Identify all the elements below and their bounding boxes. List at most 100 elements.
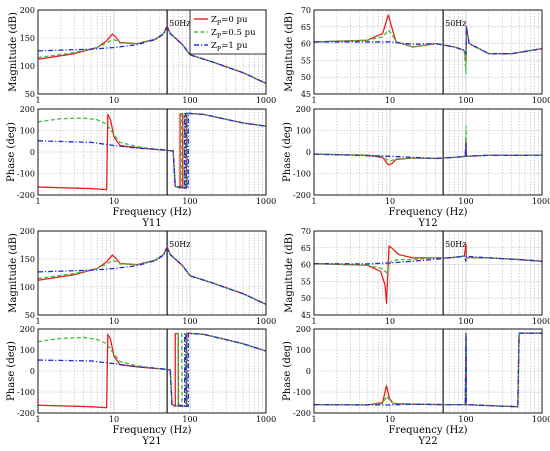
x-tick-label: 1000	[256, 197, 276, 206]
legend-label-rest: =0.5 pu	[221, 28, 256, 38]
x-tick-label: 1	[35, 96, 40, 105]
legend-label-sub: P	[217, 19, 222, 27]
x-tick-label: 100	[182, 415, 197, 424]
series-group	[314, 332, 542, 408]
y-tick-label: 0	[30, 367, 35, 376]
x-tick-label: 1	[311, 317, 316, 326]
phase-axis-label: Phase (deg)	[282, 122, 293, 182]
series-line-2	[38, 332, 266, 407]
y-tick-label: -200	[293, 409, 311, 418]
axes-frame	[313, 328, 543, 414]
y-tick-label: -200	[17, 191, 35, 200]
x-tick-label: 10	[385, 415, 395, 424]
legend-label-rest: =1 pu	[221, 41, 248, 51]
legend-label-sub: P	[217, 45, 222, 53]
frequency-axis-label: Frequency (Hz)	[388, 425, 467, 436]
series-group	[314, 243, 542, 304]
axes-frame	[37, 108, 267, 196]
legend-label-main: Z	[211, 28, 217, 38]
series-group	[38, 25, 266, 84]
frequency-axis-label: Frequency (Hz)	[112, 425, 191, 436]
y-tick-label: -100	[17, 388, 35, 397]
y-tick-label: 60	[301, 40, 311, 49]
series-line-2	[38, 112, 266, 189]
y-tick-label: 55	[301, 56, 311, 65]
panel-title: Y21	[141, 436, 161, 447]
series-line-2	[314, 332, 542, 408]
y-tick-label: 100	[20, 127, 35, 136]
y-tick-label: -100	[17, 170, 35, 179]
y-tick-label: 50	[25, 311, 35, 320]
x-tick-label: 1000	[256, 415, 276, 424]
x-tick-label: 10	[385, 96, 395, 105]
series-line-1	[314, 243, 542, 304]
legend-label-sub: P	[217, 32, 222, 40]
y-tick-label: 200	[20, 227, 35, 236]
y12-magnitude-plot: 1 10 100 1000 45 50 55 60 65 70 Magnitude (dB) 50Hz	[284, 6, 550, 105]
axes-frame	[313, 230, 543, 316]
x-tick-label: 1000	[532, 415, 550, 424]
x-tick-label: 100	[458, 415, 473, 424]
x-tick-label: 1000	[532, 197, 550, 206]
y-tick-label: -200	[17, 409, 35, 418]
series-line-3	[38, 112, 266, 189]
x-tick-label: 1	[35, 197, 40, 206]
y-tick-label: 50	[301, 294, 311, 303]
panel-title: Y22	[417, 436, 437, 447]
series-line-2	[314, 26, 542, 75]
magnitude-axis-label: Magnitude (dB)	[8, 233, 19, 313]
y-tick-label: 100	[20, 346, 35, 355]
series-line-1	[314, 14, 542, 62]
x-tick-label: 100	[458, 317, 473, 326]
series-line-3	[38, 332, 266, 407]
x-tick-label: 1000	[256, 317, 276, 326]
legend-label-main: Z	[211, 15, 217, 25]
x-tick-label: 1	[35, 415, 40, 424]
y-tick-label: 100	[296, 346, 311, 355]
y-tick-label: 0	[306, 148, 311, 157]
x-tick-label: 1000	[256, 96, 276, 105]
y-tick-label: 65	[301, 23, 311, 32]
y-tick-label: 100	[20, 283, 35, 292]
legend-label: ZP=1 pu	[211, 41, 248, 53]
series-line-1	[38, 112, 266, 191]
y-tick-label: 55	[301, 277, 311, 286]
series-line-1	[38, 332, 266, 409]
axes-frame	[37, 230, 267, 316]
phase-axis-label: Phase (deg)	[6, 341, 17, 401]
phase-axis-label: Phase (deg)	[6, 122, 17, 182]
magnitude-axis-label: Magnitude (dB)	[284, 12, 295, 92]
y-tick-label: 70	[301, 6, 311, 15]
axes-frame	[313, 108, 543, 196]
frequency-axis-label: Frequency (Hz)	[112, 207, 191, 218]
frequency-axis-label: Frequency (Hz)	[388, 207, 467, 218]
y-tick-label: 200	[296, 105, 311, 114]
y-tick-label: 50	[301, 73, 311, 82]
series-line-3	[38, 247, 266, 305]
series-line-3	[314, 26, 542, 55]
x-tick-label: 1	[311, 415, 316, 424]
x-tick-label: 1	[311, 197, 316, 206]
y-tick-label: 200	[296, 325, 311, 334]
series-group	[314, 125, 542, 166]
x-tick-label: 1	[35, 317, 40, 326]
y-tick-label: -200	[293, 191, 311, 200]
series-line-1	[314, 332, 542, 408]
series-line-3	[314, 142, 542, 160]
x-tick-label: 10	[385, 197, 395, 206]
y22-magnitude-plot: 1 10 100 1000 45 50 55 60 65 70 Magnitude (dB) 50Hz	[284, 227, 550, 326]
panel-title: Y12	[417, 218, 437, 229]
y-tick-label: -100	[293, 170, 311, 179]
annotation-50hz: 50Hz	[169, 240, 190, 249]
x-tick-label: 10	[109, 317, 119, 326]
y-tick-label: 70	[301, 227, 311, 236]
y-tick-label: 60	[301, 261, 311, 270]
y-tick-label: 0	[306, 367, 311, 376]
x-tick-label: 100	[458, 96, 473, 105]
